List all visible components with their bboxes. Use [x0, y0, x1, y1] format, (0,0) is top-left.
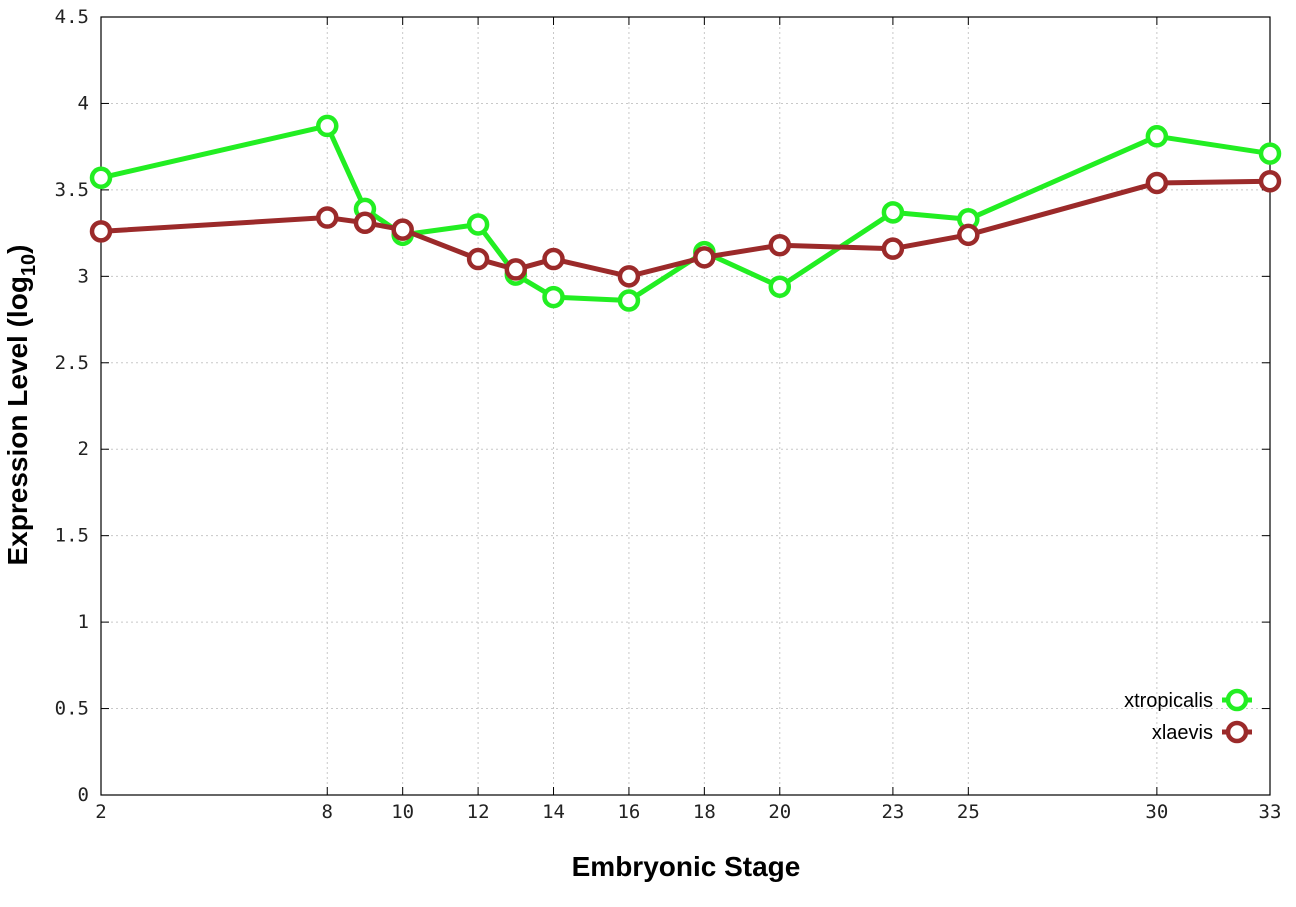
data-point-xlaevis	[617, 265, 641, 288]
data-point-xlaevis	[89, 220, 113, 243]
y-tick-label: 1	[78, 611, 89, 633]
y-tick-label: 0.5	[55, 698, 89, 720]
data-point-xtropicalis	[89, 166, 113, 190]
legend: xtropicalis xlaevis	[1124, 688, 1252, 744]
x-tick-label: 2	[95, 801, 106, 823]
data-point-xlaevis	[1145, 171, 1169, 195]
y-tick-label: 3.5	[55, 179, 89, 201]
data-point-xtropicalis	[1258, 142, 1282, 165]
data-point-xlaevis	[768, 233, 792, 257]
series-xlaevis	[89, 169, 1282, 288]
legend-label-xlaevis: xlaevis	[1152, 722, 1213, 744]
x-tick-label: 18	[693, 801, 716, 823]
grid-lines	[101, 17, 1270, 795]
data-point-xlaevis	[957, 223, 980, 247]
data-point-xtropicalis	[316, 114, 339, 138]
y-tick-label: 4.5	[55, 6, 89, 28]
data-point-xtropicalis	[1145, 125, 1169, 148]
data-point-xlaevis	[466, 247, 490, 271]
x-axis-title: Embryonic Stage	[572, 851, 801, 882]
x-tick-label: 14	[542, 801, 565, 823]
x-tick-label: 16	[617, 801, 640, 823]
x-tick-label: 10	[391, 801, 414, 823]
legend-marker-xtropicalis	[1225, 688, 1249, 712]
x-tick-label: 30	[1145, 801, 1168, 823]
data-point-xlaevis	[1258, 169, 1282, 193]
y-axis-title-close: )	[2, 245, 33, 254]
legend-label-xtropicalis: xtropicalis	[1124, 690, 1213, 712]
x-tick-label: 25	[957, 801, 980, 823]
data-point-xtropicalis	[617, 289, 641, 312]
y-tick-label: 4	[78, 92, 89, 114]
series-line-xlaevis	[98, 178, 1273, 279]
data-point-xtropicalis	[768, 275, 792, 298]
data-series	[89, 114, 1282, 312]
y-axis-title-main: Expression Level (log	[2, 276, 33, 565]
y-tick-label: 1.5	[55, 525, 89, 547]
data-point-xlaevis	[504, 258, 528, 281]
data-point-xtropicalis	[542, 285, 565, 309]
series-line-xtropicalis	[98, 123, 1273, 304]
data-point-xlaevis	[316, 206, 339, 229]
plot-border	[100, 16, 1271, 796]
legend-marker-xlaevis	[1225, 720, 1249, 744]
x-tick-label: 12	[467, 801, 490, 823]
plot-frame	[100, 16, 1271, 796]
y-axis-title-subscript: 10	[18, 254, 40, 276]
x-tick-label: 33	[1259, 801, 1282, 823]
data-point-xlaevis	[353, 211, 377, 234]
data-point-xtropicalis	[881, 201, 905, 224]
data-point-xlaevis	[542, 247, 565, 271]
x-tick-label: 20	[768, 801, 791, 823]
y-tick-label: 3	[78, 265, 89, 287]
y-tick-label: 0	[78, 784, 89, 806]
axis-ticks: 0 0.5 1 1.5 2 2.5 3 3.5 4 4.5 2 8 10 12 14 16 18 20 23 25 30…	[55, 6, 1282, 823]
x-tick-label: 23	[881, 801, 904, 823]
data-point-xlaevis	[693, 246, 716, 269]
series-xtropicalis	[89, 114, 1282, 312]
y-axis-title: Expression Level (log10)	[2, 245, 40, 566]
y-tick-label: 2.5	[55, 352, 89, 374]
data-point-xlaevis	[391, 218, 414, 241]
data-point-xlaevis	[881, 237, 905, 260]
y-tick-label: 2	[78, 438, 89, 460]
x-tick-label: 8	[322, 801, 333, 823]
data-point-xtropicalis	[466, 213, 490, 236]
